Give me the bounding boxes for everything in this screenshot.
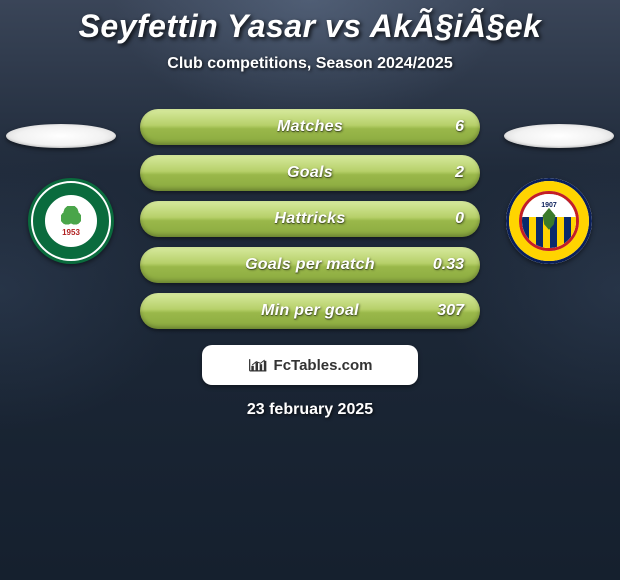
leaf-icon <box>61 206 81 228</box>
stat-label: Goals per match <box>245 256 375 274</box>
stat-row: Matches 6 <box>140 109 480 145</box>
comparison-subtitle: Club competitions, Season 2024/2025 <box>167 55 452 73</box>
brand-text: FcTables.com <box>274 357 373 374</box>
club-badge-left: 1953 <box>28 178 114 264</box>
comparison-date: 23 february 2025 <box>247 401 373 419</box>
player-photo-left-placeholder <box>6 124 116 148</box>
stat-label: Hattricks <box>274 210 345 228</box>
club-year-right: 1907 <box>541 202 557 209</box>
brand-badge: FcTables.com <box>202 345 418 385</box>
stat-row: Goals per match 0.33 <box>140 247 480 283</box>
stat-row: Hattricks 0 <box>140 201 480 237</box>
stat-value: 6 <box>455 118 464 136</box>
stat-label: Matches <box>277 118 343 136</box>
stat-row: Goals 2 <box>140 155 480 191</box>
stats-list: Matches 6 Goals 2 Hattricks 0 Goals per … <box>140 109 480 329</box>
stat-value: 2 <box>455 164 464 182</box>
stat-label: Goals <box>287 164 333 182</box>
stat-label: Min per goal <box>261 302 359 320</box>
player-photo-right-placeholder <box>504 124 614 148</box>
stat-value: 307 <box>437 302 464 320</box>
stat-value: 0 <box>455 210 464 228</box>
stat-value: 0.33 <box>433 256 464 274</box>
stat-row: Min per goal 307 <box>140 293 480 329</box>
bar-chart-icon <box>248 357 268 373</box>
club-year-left: 1953 <box>62 228 80 237</box>
comparison-title: Seyfettin Yasar vs AkÃ§iÃ§ek <box>79 8 542 45</box>
club-badge-right: 1907 <box>506 178 592 264</box>
